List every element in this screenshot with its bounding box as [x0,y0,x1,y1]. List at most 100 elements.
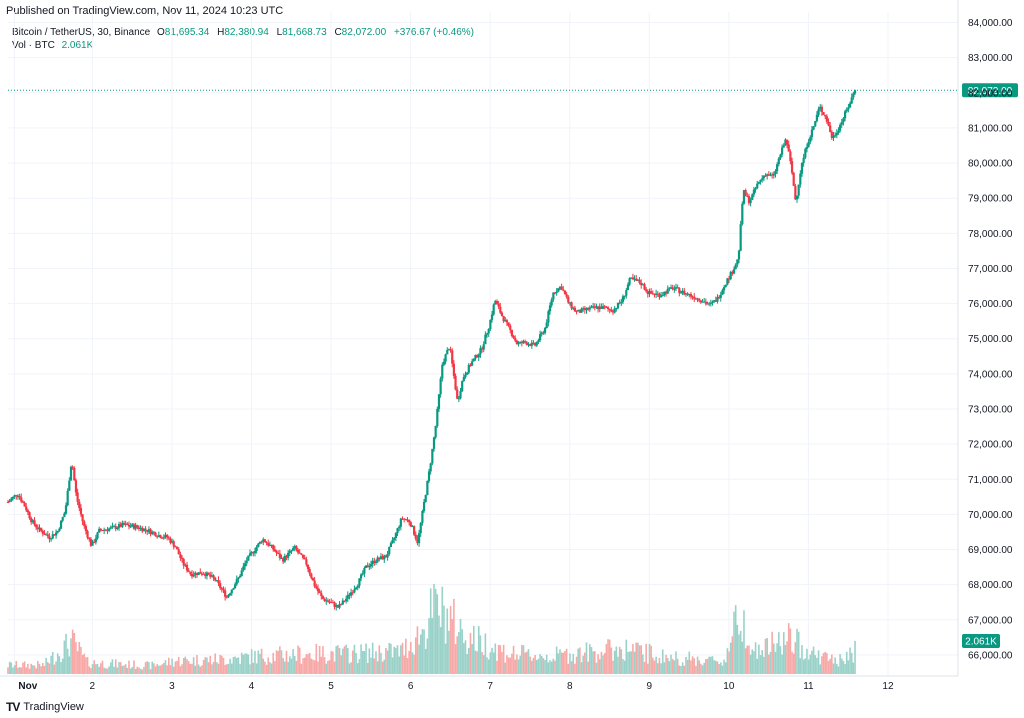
candle-body [15,495,18,497]
candle-body [146,530,149,532]
candle-body [645,289,648,292]
candle-body [666,288,669,294]
volume-bar [333,661,336,674]
candle-body [108,528,111,531]
candle-body [601,306,605,309]
volume-bar [814,655,817,674]
candle-body [509,325,512,330]
volume-bar [10,662,13,674]
volume-bar [80,646,82,674]
candle-body [326,600,330,602]
volume-bar [116,667,119,674]
volume-bar [638,645,641,674]
volume-bar [590,647,593,674]
candle-body [520,341,523,344]
candle-body [96,532,99,539]
volume-bar [524,652,526,674]
candle-body [681,290,684,293]
volume-bar [844,664,846,674]
volume-bar [207,662,210,674]
volume-bar [351,650,354,674]
volume-bar [850,652,853,674]
volume-bar [350,662,352,674]
candle-body [40,527,43,531]
volume-bar [562,652,565,674]
volume-bar [852,662,855,674]
candle-body [784,139,787,146]
candle-body [282,558,285,562]
candle-body [18,495,21,498]
candle-body [117,524,121,528]
candle-body [419,522,422,534]
candle-body [225,596,228,598]
volume-bar [580,662,583,674]
candle-body [684,293,688,295]
volume-bar [661,649,664,674]
candle-body [713,300,716,302]
volume-bar [224,664,226,674]
candle-body [663,291,666,295]
candle-body [671,287,674,290]
volume-bar [366,662,369,674]
volume-bar [18,667,21,674]
candle-body [620,301,623,304]
volume-bar [381,661,384,674]
volume-bar [285,650,288,674]
volume-bar [186,659,188,674]
volume-bar [597,654,599,674]
volume-bar [51,651,54,674]
volume-bar [592,651,594,674]
brand-label: TradingView [23,701,84,713]
volume-bar [358,659,361,674]
candle-body [819,106,822,110]
candle-body [253,550,257,554]
candle-body [689,294,693,297]
volume-bar [287,661,289,674]
volume-bar [42,663,44,674]
candle-body [416,538,419,544]
candle-body [316,588,320,592]
candle-body [369,564,373,567]
volume-bar [587,661,589,674]
volume-bar [806,648,808,674]
candle-body [8,500,11,503]
volume-bar [719,662,722,674]
candle-body [305,559,308,565]
candle-body [592,306,595,308]
volume-bar [63,640,66,674]
footer-brand[interactable]: TV TradingView [6,700,84,714]
volume-bar [824,651,826,674]
volume-bar [769,651,772,674]
candle-body [777,158,780,165]
volume-bar [398,656,400,674]
candle-body [104,529,107,531]
volume-bar [169,665,172,674]
candle-body [340,604,343,606]
price-tick-label: 78,000.00 [968,229,1013,240]
volume-bar [216,662,218,674]
volume-bar [111,659,114,674]
candle-body [754,188,757,190]
chart-overlay: 82,072.00 2.061K [8,83,1018,648]
candle-body [466,372,469,375]
volume-bar [325,663,328,674]
volume-bar [393,646,396,674]
candle-body [830,131,833,138]
candle-body [843,111,847,119]
volume-bar [146,661,149,674]
candle-body [714,300,717,302]
volume-bar [30,663,33,674]
volume-bar [617,656,619,674]
candle-body [434,425,437,438]
volume-bar [426,638,429,674]
candle-body [678,287,681,294]
candle-body [658,293,661,298]
candle-body [704,301,707,304]
candle-body [209,574,212,577]
candle-body [321,596,325,599]
candle-body [834,135,837,137]
candle-body [333,602,336,607]
volume-bar [559,649,561,674]
volume-bar [686,659,689,674]
